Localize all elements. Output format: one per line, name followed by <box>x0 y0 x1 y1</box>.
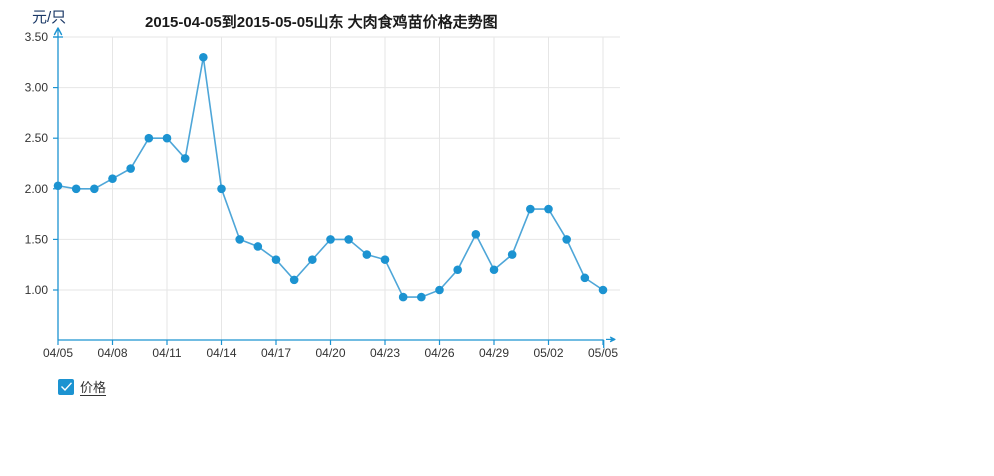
svg-text:04/26: 04/26 <box>424 346 454 360</box>
svg-text:04/11: 04/11 <box>152 346 181 360</box>
svg-text:2.00: 2.00 <box>25 182 49 196</box>
svg-text:2.50: 2.50 <box>25 131 49 145</box>
svg-text:05/02: 05/02 <box>533 346 563 360</box>
svg-text:3.50: 3.50 <box>25 30 49 44</box>
svg-text:04/29: 04/29 <box>479 346 509 360</box>
svg-text:04/23: 04/23 <box>370 346 400 360</box>
svg-text:05/05: 05/05 <box>588 346 618 360</box>
svg-text:1.50: 1.50 <box>25 232 49 246</box>
svg-text:3.00: 3.00 <box>25 81 49 95</box>
svg-text:04/08: 04/08 <box>97 346 127 360</box>
svg-text:1.00: 1.00 <box>25 283 49 297</box>
svg-text:04/05: 04/05 <box>43 346 73 360</box>
svg-text:04/14: 04/14 <box>206 346 236 360</box>
svg-text:04/17: 04/17 <box>261 346 291 360</box>
svg-text:04/20: 04/20 <box>315 346 345 360</box>
